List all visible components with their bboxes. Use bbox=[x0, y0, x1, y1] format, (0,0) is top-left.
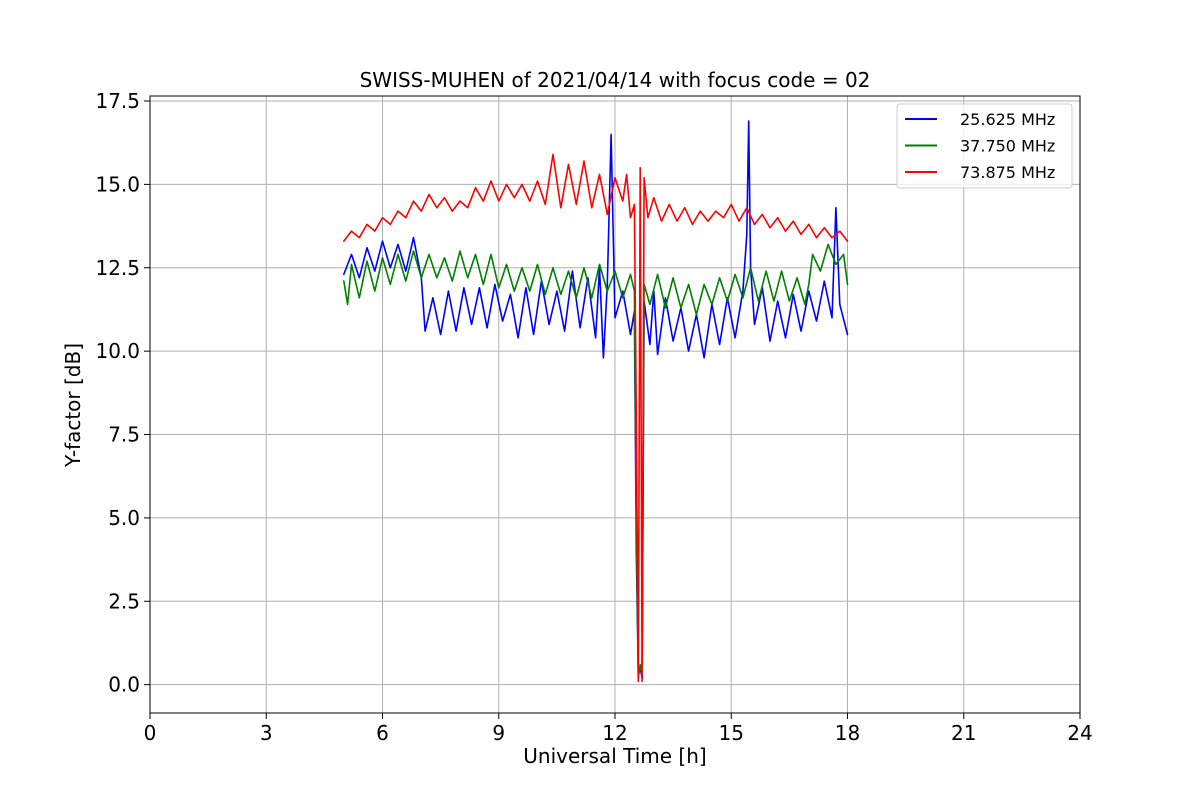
x-tick-label: 21 bbox=[951, 721, 976, 745]
series-line-2 bbox=[343, 243, 849, 679]
x-tick-label: 3 bbox=[260, 721, 273, 745]
series-layer bbox=[343, 120, 849, 683]
y-tick-label: 0.0 bbox=[108, 673, 140, 697]
legend: 25.625 MHz 37.750 MHz 73.875 MHz bbox=[896, 103, 1073, 189]
y-tick-label: 5.0 bbox=[108, 506, 140, 530]
y-tick-label: 12.5 bbox=[95, 256, 140, 280]
y-axis-ticks: 0.0 2.5 5.0 7.5 10.0 12.5 15.0 17.5 bbox=[95, 89, 150, 697]
x-tick-label: 9 bbox=[492, 721, 505, 745]
series-line-3 bbox=[343, 153, 849, 683]
y-tick-label: 7.5 bbox=[108, 423, 140, 447]
y-tick-label: 15.0 bbox=[95, 172, 140, 196]
legend-label: 37.750 MHz bbox=[960, 137, 1055, 156]
x-tick-label: 12 bbox=[602, 721, 627, 745]
legend-box bbox=[896, 103, 1073, 189]
x-tick-label: 6 bbox=[376, 721, 389, 745]
x-tick-label: 18 bbox=[835, 721, 860, 745]
y-axis-label: Y-factor [dB] bbox=[61, 343, 85, 468]
y-tick-label: 10.0 bbox=[95, 339, 140, 363]
series-line-1 bbox=[343, 120, 849, 679]
legend-label: 73.875 MHz bbox=[960, 163, 1055, 182]
legend-label: 25.625 MHz bbox=[960, 110, 1055, 129]
x-tick-label: 24 bbox=[1067, 721, 1092, 745]
chart-title: SWISS-MUHEN of 2021/04/14 with focus cod… bbox=[360, 68, 871, 92]
x-axis-label: Universal Time [h] bbox=[523, 744, 706, 768]
y-tick-label: 17.5 bbox=[95, 89, 140, 113]
grid bbox=[149, 96, 1081, 713]
x-tick-label: 15 bbox=[719, 721, 744, 745]
x-tick-label: 0 bbox=[144, 721, 157, 745]
x-axis-ticks: 0 3 6 9 12 15 18 21 24 bbox=[144, 713, 1093, 745]
y-tick-label: 2.5 bbox=[108, 589, 140, 613]
